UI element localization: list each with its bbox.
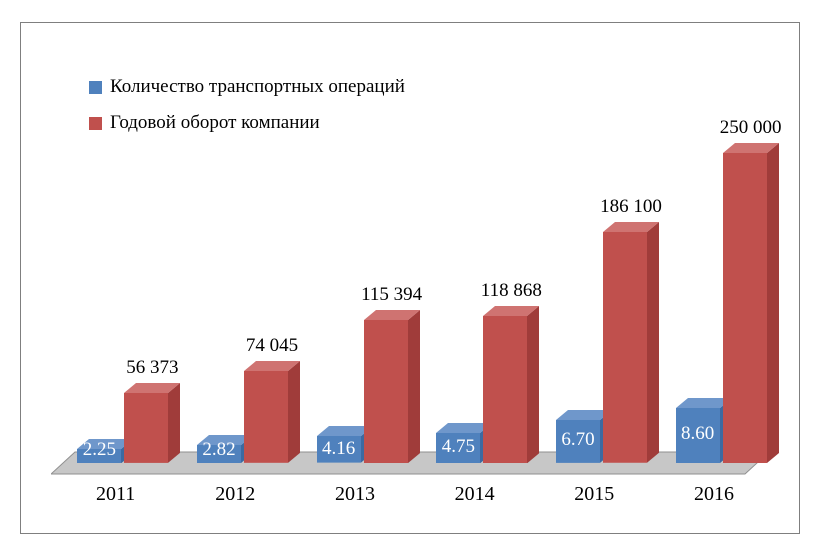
bar-cluster: 4.75118 868 [436, 462, 527, 463]
bar-value-label: 115 394 [354, 284, 430, 306]
x-axis: 2011 2012 2013 2014 2015 2016 [51, 483, 769, 511]
bar-value-label: 118 868 [473, 280, 549, 302]
legend-swatch-0 [89, 81, 102, 94]
bar: 74 045 [244, 361, 300, 463]
bar-value-label: 56 373 [114, 357, 190, 379]
bar: 115 394 [364, 310, 420, 463]
bar-value-label: 4.16 [317, 438, 361, 460]
bar-cluster: 2.2556 373 [77, 462, 168, 463]
x-axis-label: 2011 [96, 483, 135, 506]
plot-area: 2.2556 3732.8274 0454.16115 3944.75118 8… [51, 107, 769, 475]
bar: 250 000 [723, 143, 779, 463]
x-axis-label: 2012 [215, 483, 255, 506]
bar-cluster: 2.8274 045 [197, 462, 288, 463]
x-axis-label: 2015 [574, 483, 614, 506]
chart-container: Количество транспортных операций Годовой… [0, 0, 820, 556]
x-axis-label: 2014 [455, 483, 495, 506]
bar: 118 868 [483, 306, 539, 463]
x-axis-label: 2013 [335, 483, 375, 506]
x-axis-label: 2016 [694, 483, 734, 506]
bar: 56 373 [124, 383, 180, 463]
bar-value-label: 6.70 [556, 429, 600, 451]
legend-item-0: Количество транспортных операций [89, 69, 405, 105]
bar-value-label: 2.25 [77, 439, 121, 461]
bar-cluster: 8.60250 000 [676, 462, 767, 463]
bar-value-label: 250 000 [713, 117, 789, 139]
bar-value-label: 4.75 [436, 436, 480, 458]
bar-cluster: 4.16115 394 [317, 462, 408, 463]
legend-label-0: Количество транспортных операций [110, 69, 405, 105]
bar-value-label: 8.60 [676, 423, 720, 445]
bar-value-label: 2.82 [197, 439, 241, 461]
bar-value-label: 74 045 [234, 335, 310, 357]
chart-frame: Количество транспортных операций Годовой… [20, 22, 800, 534]
bar: 186 100 [603, 222, 659, 463]
bar-value-label: 186 100 [593, 196, 669, 218]
bar-cluster: 6.70186 100 [556, 462, 647, 463]
